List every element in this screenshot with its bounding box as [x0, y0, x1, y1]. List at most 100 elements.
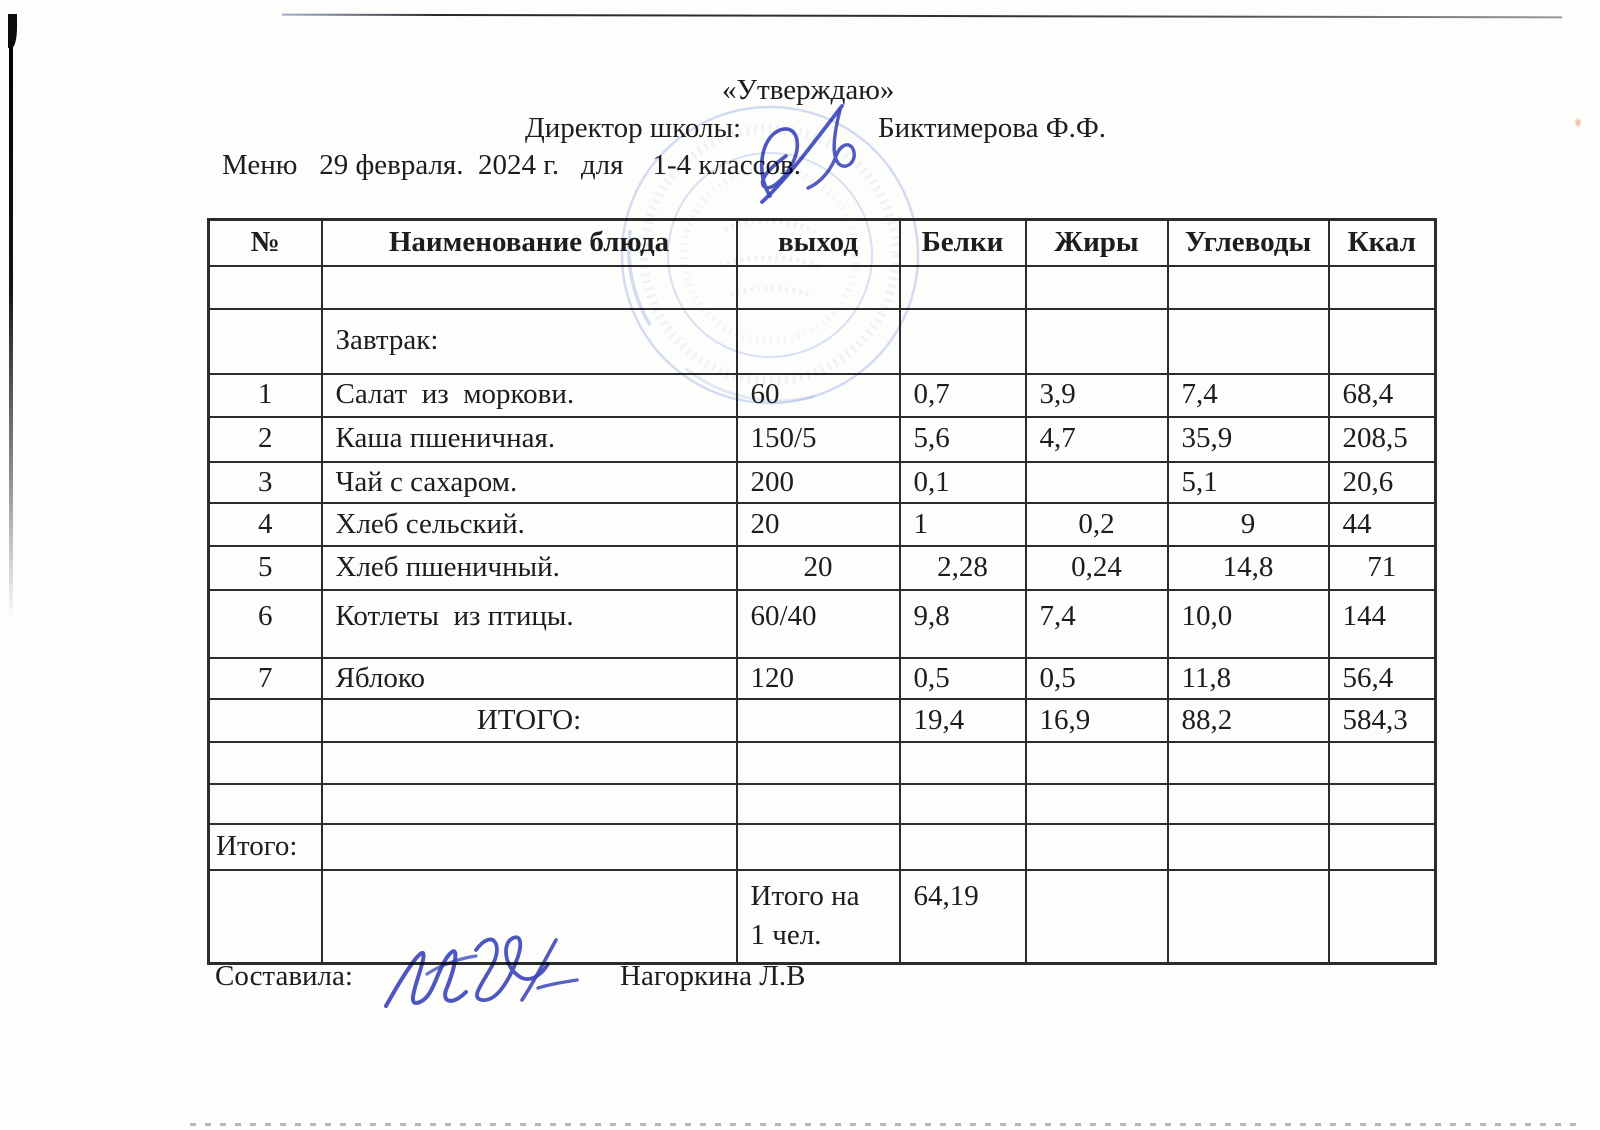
row-number-cell: 2: [207, 415, 323, 463]
table-cell: [1024, 740, 1169, 785]
table-cell: [735, 697, 901, 743]
per-person-value-cell: 64,19: [898, 868, 1027, 965]
carbs-cell: 7,4: [1166, 372, 1330, 418]
table-cell: [898, 307, 1027, 375]
row-number-cell: 3: [207, 460, 323, 504]
director-name: Биктимерова Ф.Ф.: [878, 112, 1107, 144]
table-cell: [207, 868, 323, 965]
table-row-empty: [207, 264, 1437, 310]
carbs-cell: 9: [1166, 501, 1330, 547]
fats-cell: [1024, 460, 1169, 504]
table-cell: [1166, 782, 1330, 825]
fats-cell: 0,2: [1024, 501, 1169, 547]
scan-left-corner-mark: [8, 14, 17, 48]
table-row-dish-3: 3 Чай с сахаром. 200 0,1 5,1 20,6: [207, 460, 1437, 504]
table-cell: [1024, 264, 1169, 310]
table-cell: [207, 740, 323, 785]
table-cell: [898, 782, 1027, 825]
table-cell: [320, 264, 738, 310]
table-row-dish-6: 6 Котлеты из птицы. 60/40 9,8 7,4 10,0 1…: [207, 588, 1437, 659]
table-row-itogo-label: Итого:: [207, 822, 1437, 871]
row-number-cell: 4: [207, 501, 323, 547]
table-row-dish-4: 4 Хлеб сельский. 20 1 0,2 9 44: [207, 501, 1437, 547]
table-cell: [1166, 740, 1330, 785]
output-cell: 120: [735, 656, 901, 700]
dish-name-cell: Котлеты из птицы.: [320, 588, 738, 659]
column-header-proteins: Белки: [898, 218, 1027, 267]
output-cell: 200: [735, 460, 901, 504]
table-cell: [207, 697, 323, 743]
table-row-dish-2: 2 Каша пшеничная. 150/5 5,6 4,7 35,9 208…: [207, 415, 1437, 463]
column-header-kcal: Ккал: [1327, 218, 1437, 267]
output-cell: 150/5: [735, 415, 901, 463]
dish-name-cell: Хлеб сельский.: [320, 501, 738, 547]
table-cell: [1166, 307, 1330, 375]
dish-name-cell: Хлеб пшеничный.: [320, 544, 738, 591]
total-label-cell: ИТОГО:: [320, 697, 738, 743]
menu-title-line: Меню 29 февраля. 2024 г. для 1-4 классов…: [222, 149, 801, 181]
fats-total-cell: 16,9: [1024, 697, 1169, 743]
proteins-total-cell: 19,4: [898, 697, 1027, 743]
kcal-cell: 56,4: [1327, 656, 1437, 700]
table-row-dish-1: 1 Салат из моркови. 60 0,7 3,9 7,4 68,4: [207, 372, 1437, 418]
proteins-cell: 0,7: [898, 372, 1027, 418]
column-header-carbs: Углеводы: [1166, 218, 1330, 267]
table-cell: [1024, 307, 1169, 375]
table-row-empty: [207, 782, 1437, 825]
table-cell: [735, 782, 901, 825]
kcal-cell: 20,6: [1327, 460, 1437, 504]
itogo-label-cell: Итого:: [207, 822, 323, 871]
composed-by-name: Нагоркина Л.В: [620, 960, 806, 992]
output-cell: 20: [735, 501, 901, 547]
table-cell: [1327, 822, 1437, 871]
dish-name-cell: Чай с сахаром.: [320, 460, 738, 504]
kcal-total-cell: 584,3: [1327, 697, 1437, 743]
kcal-cell: 208,5: [1327, 415, 1437, 463]
table-cell: [207, 307, 323, 375]
scan-left-edge-line: [9, 14, 13, 619]
approve-title: «Утверждаю»: [722, 74, 895, 106]
table-cell: [320, 822, 738, 871]
dish-name-cell: Каша пшеничная.: [320, 415, 738, 463]
carbs-cell: 5,1: [1166, 460, 1330, 504]
table-cell: [1024, 822, 1169, 871]
table-cell: [1327, 782, 1437, 825]
table-row-total: ИТОГО: 19,4 16,9 88,2 584,3: [207, 697, 1437, 743]
row-number-cell: 5: [207, 544, 323, 591]
fats-cell: 7,4: [1024, 588, 1169, 659]
fats-cell: 4,7: [1024, 415, 1169, 463]
table-cell: [1327, 868, 1437, 965]
kcal-cell: 68,4: [1327, 372, 1437, 418]
table-cell: [898, 264, 1027, 310]
table-row-empty: [207, 740, 1437, 785]
table-cell: [1024, 782, 1169, 825]
carbs-total-cell: 88,2: [1166, 697, 1330, 743]
table-row-total-per-person: Итого на 1 чел. 64,19: [207, 868, 1437, 965]
proteins-cell: 1: [898, 501, 1027, 547]
fats-cell: 0,24: [1024, 544, 1169, 591]
table-cell: [320, 782, 738, 825]
proteins-cell: 9,8: [898, 588, 1027, 659]
fats-cell: 3,9: [1024, 372, 1169, 418]
table-cell: [320, 868, 738, 965]
table-cell: [1327, 307, 1437, 375]
table-row-dish-7: 7 Яблоко 120 0,5 0,5 11,8 56,4: [207, 656, 1437, 700]
scan-top-edge-line: [281, 13, 1563, 19]
column-header-dish: Наименование блюда: [320, 218, 738, 267]
kcal-cell: 71: [1327, 544, 1437, 591]
output-cell: 60: [735, 372, 901, 418]
dish-name-cell: Яблоко: [320, 656, 738, 700]
table-cell: [735, 822, 901, 871]
fats-cell: 0,5: [1024, 656, 1169, 700]
column-header-fats: Жиры: [1024, 218, 1169, 267]
row-number-cell: 1: [207, 372, 323, 418]
proteins-cell: 0,5: [898, 656, 1027, 700]
column-header-output: выход: [735, 218, 901, 267]
scan-orange-spot: [1574, 117, 1582, 128]
proteins-cell: 0,1: [898, 460, 1027, 504]
table-cell: [1327, 264, 1437, 310]
table-cell: [898, 740, 1027, 785]
carbs-cell: 11,8: [1166, 656, 1330, 700]
section-label-cell: Завтрак:: [320, 307, 738, 375]
output-cell: 20: [735, 544, 901, 591]
